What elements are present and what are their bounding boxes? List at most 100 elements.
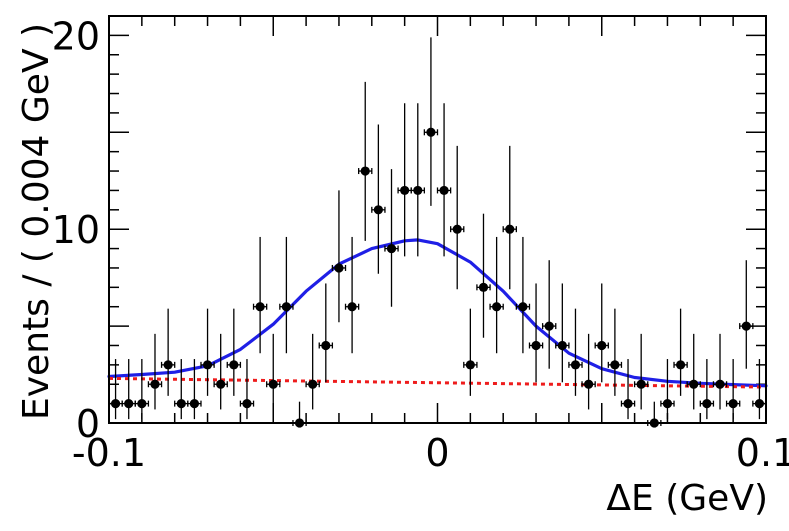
data-marker [741,321,751,331]
plot-frame [108,15,767,424]
data-marker [334,263,344,273]
fit-curves [107,238,768,389]
data-marker [255,302,265,312]
data-marker [347,302,357,312]
data-point [147,333,163,410]
y-tick-label: 20 [52,14,100,58]
data-point [489,236,504,354]
data-point [739,260,754,369]
data-point [423,37,439,206]
data-point [279,236,294,354]
data-marker [465,360,475,370]
data-point [384,169,399,307]
data-marker [281,302,291,312]
data-point [463,308,478,396]
data-point [607,308,623,396]
data-point [436,103,452,257]
data-point [187,359,202,420]
data-marker [610,360,620,370]
data-marker [242,399,252,409]
data-point [160,308,176,396]
data-point [344,236,360,354]
plot-background [109,16,766,423]
data-marker [373,205,383,215]
x-tick-label: 0.1 [736,431,789,475]
data-point [633,333,649,410]
data-marker [531,340,541,351]
data-point [686,333,701,410]
data-marker [150,379,160,389]
data-marker [452,224,462,234]
data-point [410,103,426,257]
data-marker [636,379,646,389]
data-marker [360,166,370,176]
data-marker [189,399,200,409]
data-marker [623,399,633,409]
data-point [594,283,609,383]
data-marker [110,399,121,409]
data-point [673,308,688,396]
data-marker [518,302,528,312]
data-marker [439,185,449,196]
x-axis-title: ΔE (GeV) [606,478,768,519]
data-marker [544,321,554,331]
data-marker [163,360,173,370]
data-marker [715,379,725,389]
data-marker [584,379,594,389]
data-point [226,308,242,396]
data-point [371,124,386,274]
data-point [239,359,255,420]
data-marker [478,282,489,292]
data-point [108,359,123,420]
data-point [725,359,741,420]
data-marker [386,243,397,254]
total-fit-curve [107,238,768,388]
data-marker [202,360,213,370]
data-point [712,333,728,410]
data-marker [505,224,515,234]
data-marker [426,127,436,137]
data-point [568,308,583,396]
data-marker [124,399,134,409]
data-point [555,283,570,383]
data-marker [675,360,686,370]
data-point [502,145,517,290]
data-marker [570,360,581,370]
y-tick-labels: 0 10 20 [52,14,100,446]
x-tick-label: -0.1 [72,431,146,475]
data-marker [689,379,699,389]
data-marker [216,379,226,389]
data-point [266,333,281,410]
x-tick-label: 0 [425,431,449,475]
data-point [134,359,150,420]
data-point [699,359,715,420]
data-marker [413,185,423,196]
data-point [660,359,675,420]
data-marker [754,399,765,409]
data-point [397,103,412,257]
data-point [620,359,636,420]
data-marker [702,399,712,409]
y-tick-label: 0 [76,402,100,446]
data-point [318,283,334,383]
data-point [331,190,347,323]
data-marker [229,360,239,370]
x-tick-labels: -0.1 0 0.1 [72,431,789,475]
data-point [541,260,557,369]
data-marker [662,399,673,409]
data-marker [400,185,410,196]
data-point [476,213,491,338]
data-point [305,333,320,410]
data-point [213,333,228,410]
data-marker [137,399,147,409]
data-point [581,333,596,410]
data-point [528,283,544,383]
background-fit-curve [108,376,767,389]
data-point [515,236,531,354]
data-marker [557,340,567,351]
data-marker [728,399,738,409]
data-points [108,37,767,428]
y-tick-label: 10 [52,208,100,252]
data-marker [492,302,502,312]
